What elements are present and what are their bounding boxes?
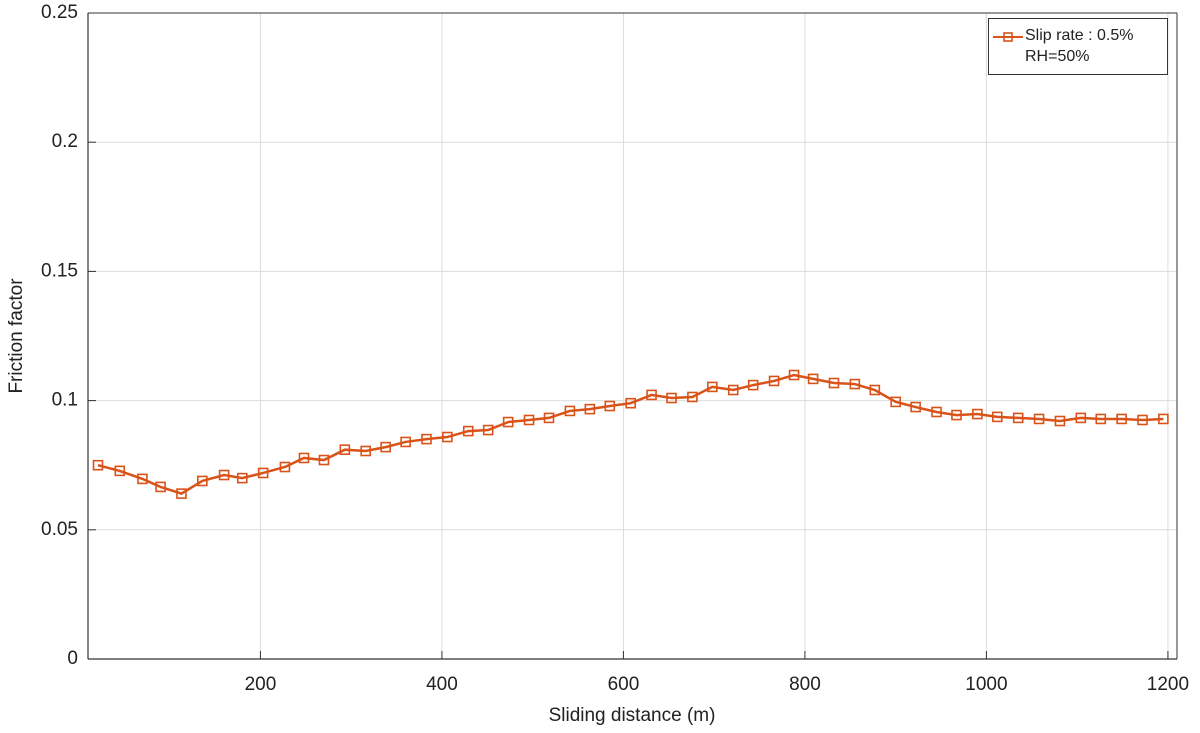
marker: [788, 369, 800, 381]
marker: [931, 406, 942, 418]
marker: [360, 445, 371, 457]
marker: [218, 469, 230, 481]
marker: [442, 431, 453, 443]
marker: [1075, 412, 1087, 424]
y-tick-label: 0.2: [52, 131, 78, 152]
marker: [807, 373, 819, 385]
legend: Slip rate : 0.5% RH=50%: [988, 18, 1168, 75]
marker: [992, 411, 1003, 423]
y-tick-label: 0: [67, 648, 78, 669]
x-axis-label: Sliding distance (m): [549, 705, 716, 726]
marker: [646, 389, 657, 401]
marker: [339, 444, 351, 455]
marker: [768, 375, 780, 387]
y-tick-label: 0.15: [41, 260, 78, 281]
marker: [687, 391, 698, 403]
marker: [666, 392, 677, 404]
marker: [625, 397, 636, 409]
marker: [400, 436, 411, 448]
x-tick-label: 1000: [965, 674, 1007, 695]
marker: [584, 403, 596, 415]
marker: [1095, 413, 1107, 425]
marker: [707, 381, 718, 393]
marker: [910, 401, 921, 413]
x-tick-label: 600: [608, 674, 640, 695]
marker: [564, 405, 576, 417]
marker: [257, 467, 269, 479]
marker: [318, 454, 330, 466]
marker: [279, 461, 291, 473]
marker: [92, 459, 104, 471]
marker: [1137, 414, 1148, 426]
marker: [972, 408, 983, 420]
y-tick-label: 0.25: [41, 2, 78, 23]
marker: [747, 379, 759, 391]
series-line: [97, 373, 1164, 495]
marker: [114, 465, 126, 477]
x-tick-label: 400: [426, 674, 458, 695]
marker: [380, 441, 391, 453]
y-tick-label: 0.1: [52, 390, 78, 411]
legend-swatch: [993, 32, 1023, 42]
marker: [1116, 413, 1127, 425]
marker: [828, 377, 840, 389]
y-tick-label: 0.05: [41, 519, 78, 540]
marker: [137, 473, 148, 485]
marker: [462, 425, 474, 437]
marker: [951, 409, 962, 421]
marker: [523, 414, 535, 426]
marker: [543, 412, 555, 424]
marker: [1012, 412, 1024, 424]
x-tick-label: 1200: [1147, 674, 1189, 695]
marker: [298, 452, 310, 464]
y-axis-label: Friction factor: [6, 278, 27, 394]
marker: [1033, 413, 1045, 425]
x-tick-label: 800: [789, 674, 821, 695]
marker: [155, 481, 166, 493]
marker: [869, 384, 881, 396]
marker: [890, 396, 901, 408]
marker: [849, 378, 861, 390]
marker: [236, 472, 248, 484]
legend-marker: [1003, 32, 1013, 42]
x-tick-label: 200: [245, 674, 277, 695]
marker: [176, 488, 187, 499]
marker: [197, 475, 208, 487]
marker: [1158, 413, 1169, 425]
marker: [482, 424, 494, 436]
marker: [727, 384, 739, 396]
marker: [502, 416, 514, 428]
legend-label: Slip rate : 0.5% RH=50%: [1025, 27, 1134, 65]
marker: [1054, 415, 1066, 427]
marker: [604, 400, 616, 412]
marker: [421, 433, 432, 445]
